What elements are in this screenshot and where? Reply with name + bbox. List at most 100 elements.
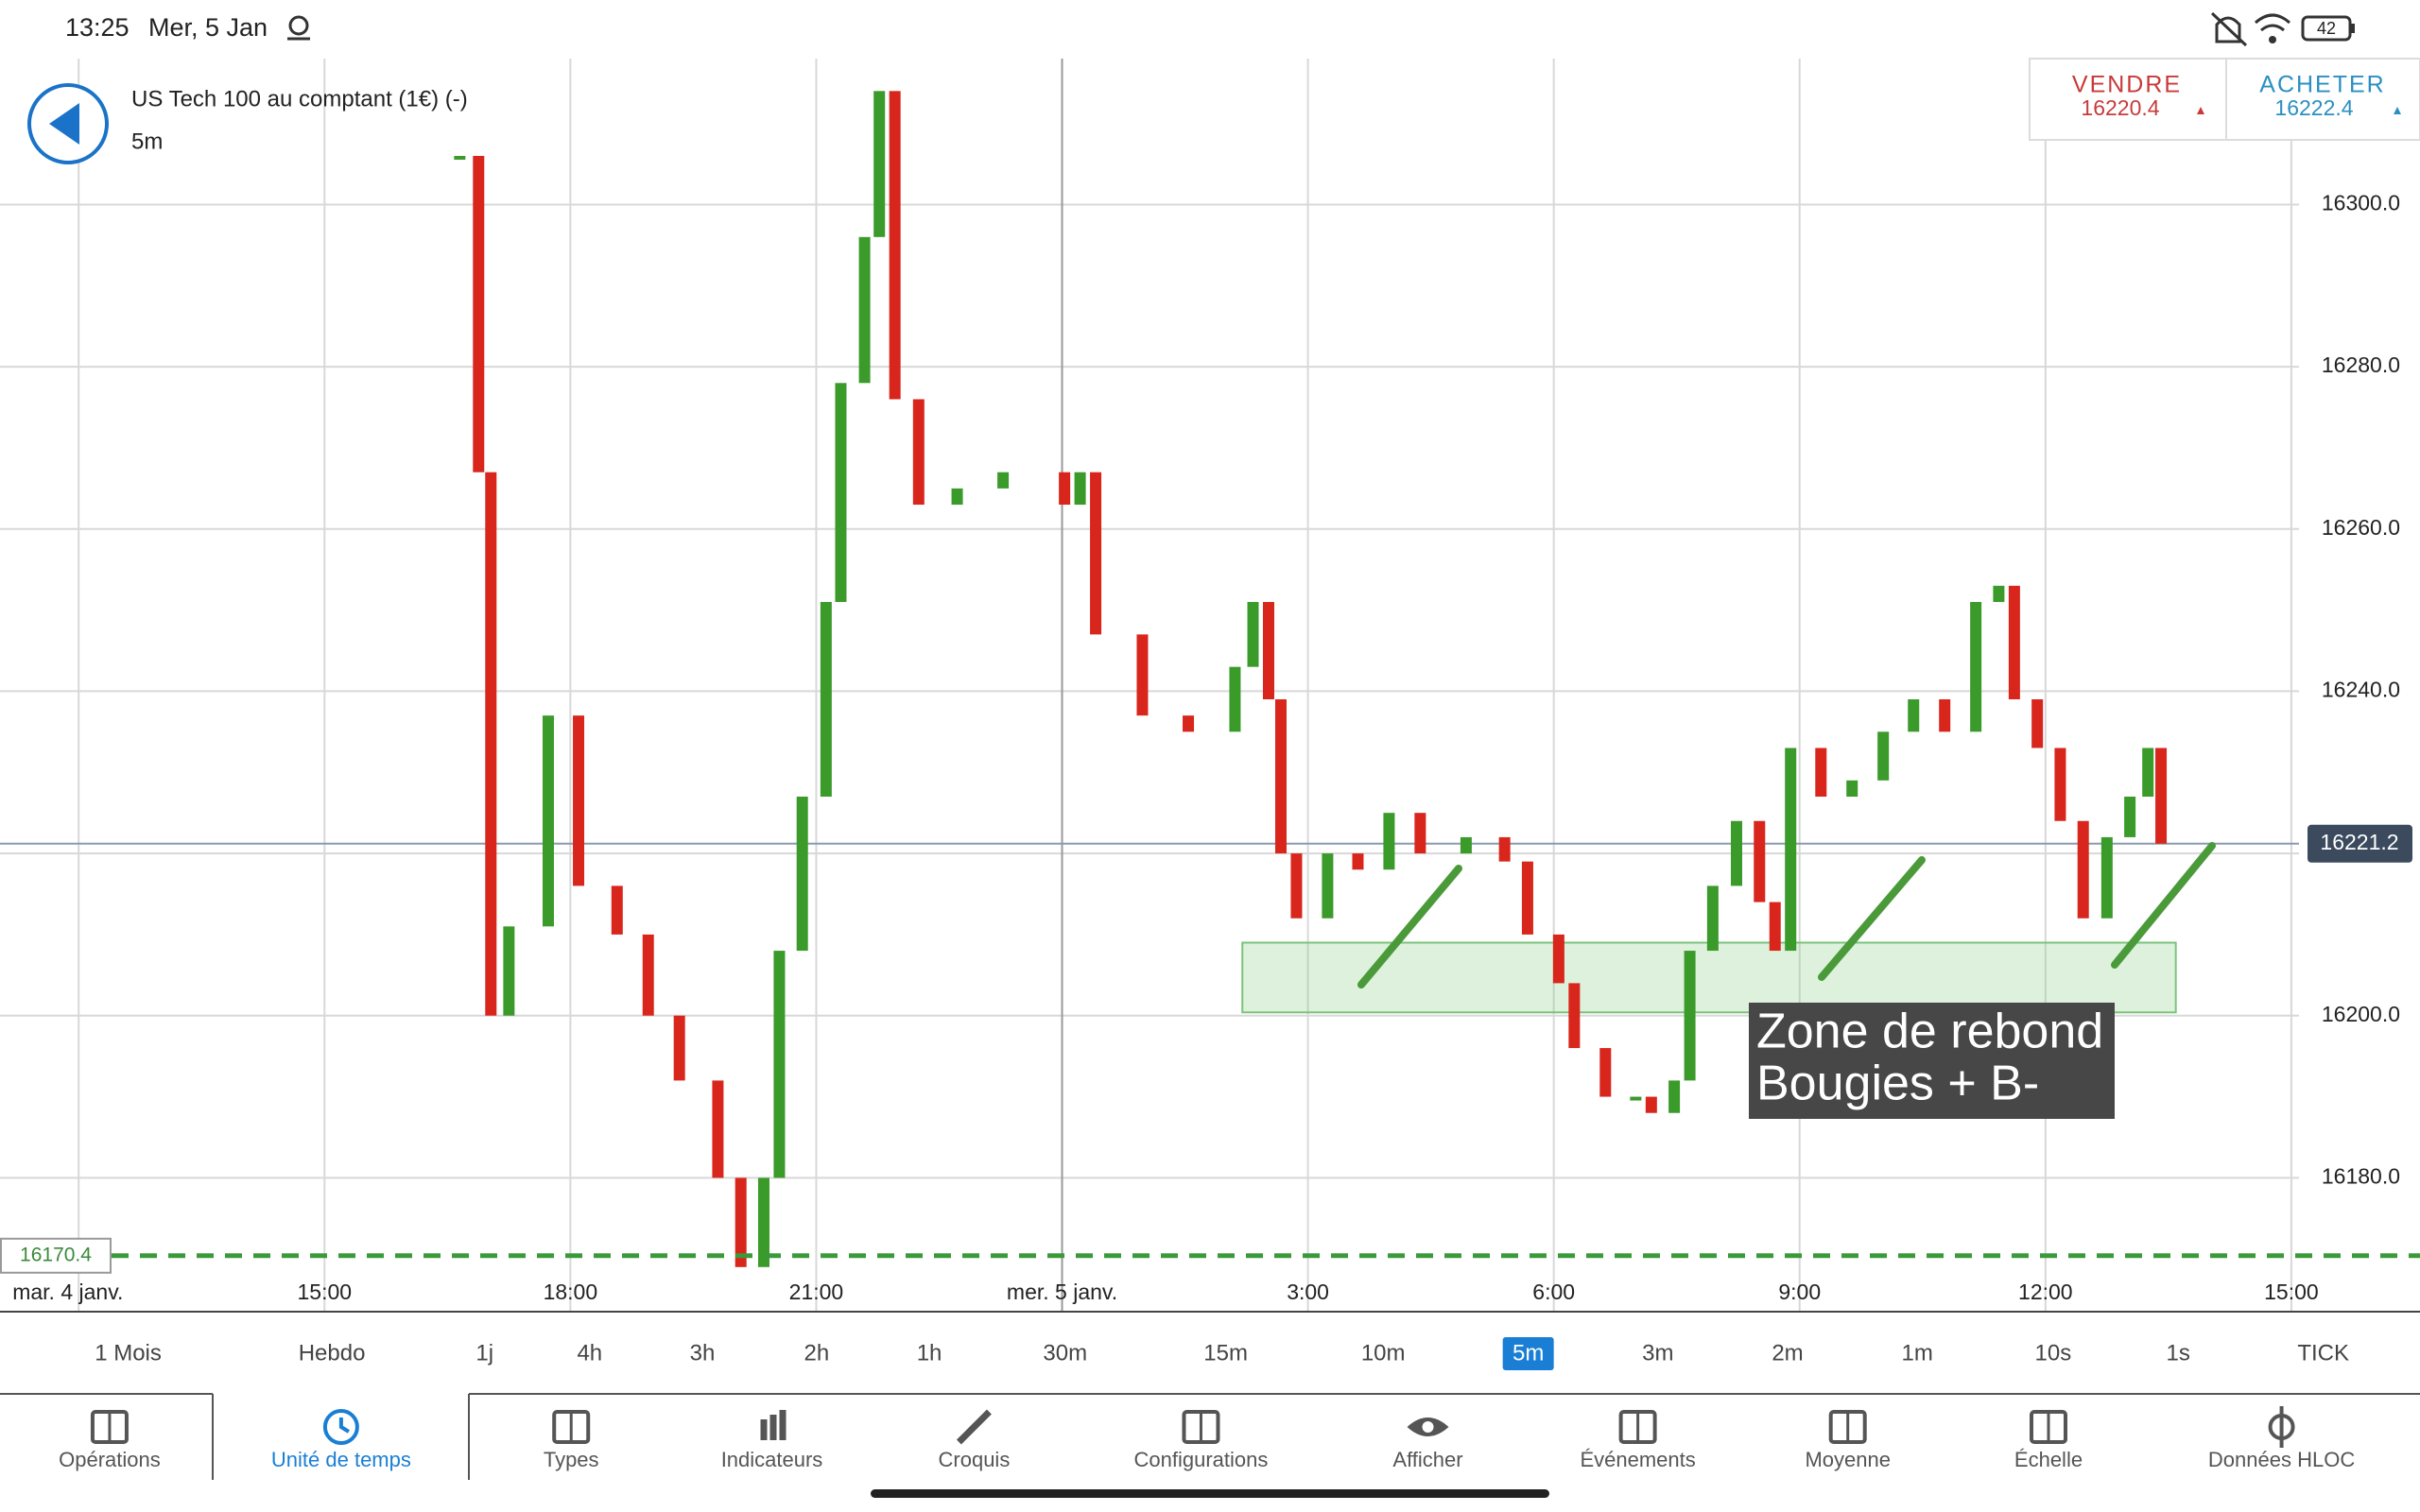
toolbar-label[interactable]: Moyenne — [1805, 1448, 1891, 1471]
candle — [712, 1080, 724, 1178]
current-price-label: 16221.2 — [2320, 830, 2398, 854]
y-tick-label: 16280.0 — [2322, 352, 2400, 377]
sell-label: VENDRE — [2072, 72, 2182, 98]
candle — [997, 472, 1010, 489]
timeframe-option[interactable]: 1s — [2166, 1340, 2189, 1366]
timeframe-option[interactable]: 1j — [475, 1340, 493, 1366]
timeframe-option[interactable]: 3h — [690, 1340, 716, 1366]
timeframe-active-bg — [1502, 1337, 1554, 1370]
back-button[interactable] — [27, 83, 109, 164]
toolbar-label[interactable]: Données HLOC — [2208, 1448, 2355, 1471]
candle — [1815, 747, 1827, 798]
candle — [454, 155, 466, 160]
toolbar-label[interactable]: Échelle — [2014, 1448, 2083, 1471]
candle — [2008, 585, 2020, 700]
candle — [1183, 715, 1195, 732]
toolbar-label[interactable]: Types — [544, 1448, 599, 1471]
x-tick-label: 18:00 — [544, 1280, 598, 1304]
candle — [485, 472, 497, 1016]
y-tick-label: 16260.0 — [2322, 515, 2400, 540]
candle — [542, 715, 554, 927]
toolbar-icon — [1407, 1418, 1449, 1436]
support-zone — [1241, 941, 2177, 1014]
chart-area: 16180.016200.016220.016240.016260.016280… — [0, 59, 2420, 1312]
location-icon — [287, 15, 310, 41]
candle — [573, 715, 585, 886]
candle — [912, 399, 925, 506]
timeframe-option[interactable]: 10s — [2035, 1340, 2072, 1366]
candle — [1877, 731, 1890, 781]
timeframe-option[interactable]: 4h — [577, 1340, 602, 1366]
candle — [889, 91, 901, 400]
candle — [2155, 747, 2168, 844]
toolbar-icon — [552, 1410, 591, 1444]
candle — [1383, 813, 1395, 870]
toolbar-label[interactable]: Croquis — [939, 1448, 1011, 1471]
candle — [1290, 853, 1303, 919]
x-tick-label: 12:00 — [2018, 1280, 2073, 1304]
candle — [1322, 853, 1334, 919]
timeframe-option[interactable]: 2h — [804, 1340, 830, 1366]
x-tick-label: 21:00 — [789, 1280, 844, 1304]
candle — [2100, 836, 2113, 919]
candle — [1668, 1080, 1681, 1113]
mute-icon — [2210, 11, 2248, 47]
toolbar-icon — [2029, 1410, 2067, 1444]
candle — [835, 383, 847, 603]
timeframe-option[interactable]: 1 Mois — [95, 1340, 162, 1366]
battery-level: 42 — [2317, 19, 2336, 38]
x-tick-label: 6:00 — [1532, 1280, 1575, 1304]
timeframe-option[interactable]: 30m — [1043, 1340, 1087, 1366]
instrument-timeframe: 5m — [131, 129, 163, 154]
toolbar-frame — [0, 1393, 2420, 1480]
timeframe-option[interactable]: 1m — [1902, 1340, 1933, 1366]
timeframe-option[interactable]: 2m — [1772, 1340, 1803, 1366]
candle — [1521, 861, 1533, 935]
y-tick-label: 16180.0 — [2322, 1163, 2400, 1188]
toolbar-label[interactable]: Événements — [1580, 1448, 1695, 1471]
candle — [1785, 747, 1797, 952]
timeframe-option[interactable]: Hebdo — [299, 1340, 366, 1366]
toolbar-label[interactable]: Configurations — [1134, 1448, 1269, 1471]
toolbar-label[interactable]: Indicateurs — [721, 1448, 823, 1471]
candle — [611, 885, 623, 935]
candle — [1229, 666, 1241, 732]
candle — [1247, 602, 1259, 667]
candle — [1846, 780, 1858, 798]
y-tick-label: 16300.0 — [2322, 191, 2400, 215]
x-tick-label: mar. 4 janv. — [12, 1280, 123, 1304]
candle — [642, 934, 654, 1016]
timeframe-option[interactable]: 5m — [1512, 1340, 1544, 1366]
toolbar-label[interactable]: Opérations — [59, 1448, 161, 1471]
candle — [735, 1177, 747, 1267]
toolbar-label[interactable]: Afficher — [1392, 1448, 1462, 1471]
timeframe-option[interactable]: TICK — [2297, 1340, 2349, 1366]
candle — [757, 1177, 769, 1267]
candle — [1059, 472, 1071, 506]
buy-button[interactable]: ACHETER 16222.4 — [2259, 72, 2401, 120]
candle — [773, 951, 786, 1178]
toolbar-icon — [956, 1409, 992, 1445]
timeframe-option[interactable]: 15m — [1203, 1340, 1248, 1366]
candle — [1754, 820, 1766, 902]
candle — [2142, 747, 2154, 798]
timeframe-option[interactable]: 1h — [917, 1340, 942, 1366]
toolbar-icon — [2268, 1406, 2295, 1448]
candle — [2077, 820, 2089, 919]
candle — [1498, 836, 1511, 862]
candle — [1552, 934, 1564, 984]
toolbar-icon — [322, 1409, 359, 1445]
toolbar-icon — [760, 1410, 786, 1440]
timeframe-option[interactable]: 3m — [1642, 1340, 1673, 1366]
toolbar-icon — [90, 1410, 129, 1444]
candle — [796, 797, 808, 952]
candle — [1645, 1096, 1657, 1113]
annotation-line: Zone de rebond — [1756, 1005, 2103, 1059]
candle — [1090, 472, 1102, 635]
alert-price-label: 16170.4 — [20, 1244, 92, 1265]
toolbar-label[interactable]: Unité de temps — [271, 1448, 411, 1471]
timeframe-option[interactable]: 10m — [1361, 1340, 1406, 1366]
drawn-trend-lines — [1357, 842, 2216, 988]
candle — [2124, 797, 2136, 837]
sell-button[interactable]: VENDRE 16220.4 — [2072, 72, 2204, 120]
